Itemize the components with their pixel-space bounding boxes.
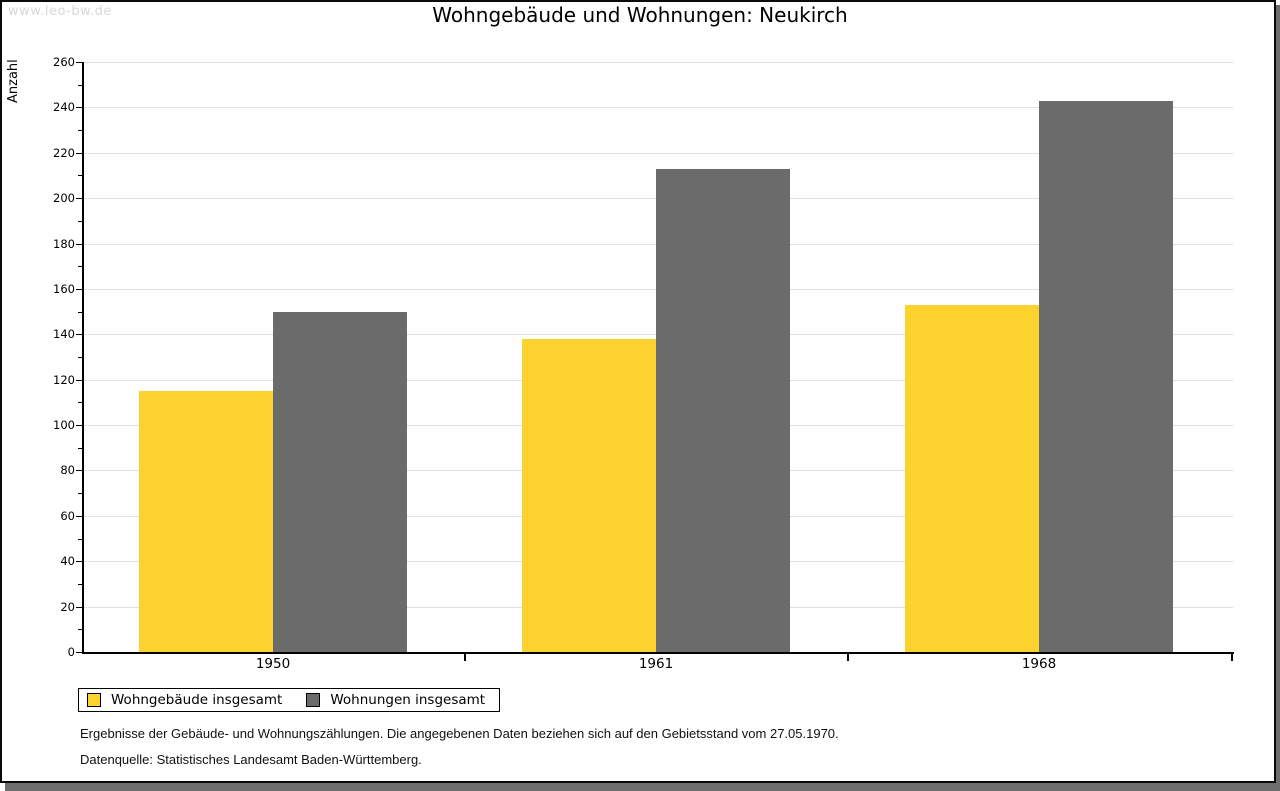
y-tick: [78, 539, 82, 540]
gridline: [83, 62, 1233, 63]
y-tick-label: 180: [53, 237, 75, 251]
y-tick: [78, 175, 82, 176]
bar-1968-series0: [905, 305, 1039, 652]
datasource-text: Datenquelle: Statistisches Landesamt Bad…: [80, 752, 422, 767]
y-tick-label: 120: [53, 373, 75, 387]
y-tick: [76, 516, 82, 517]
legend-label: Wohnungen insgesamt: [330, 692, 486, 708]
y-tick-label: 260: [53, 55, 75, 69]
y-tick: [78, 629, 82, 630]
y-tick: [76, 289, 82, 290]
legend-box: Wohngebäude insgesamt Wohnungen insgesamt: [78, 688, 501, 712]
y-tick: [76, 380, 82, 381]
bar-1968-series1: [1039, 101, 1173, 652]
legend-swatch-icon: [87, 693, 101, 707]
drop-shadow-right: [1276, 5, 1280, 784]
x-tick: [846, 654, 849, 661]
footnote-text: Ergebnisse der Gebäude- und Wohnungszähl…: [80, 726, 839, 741]
x-tick-label: 1950: [255, 656, 291, 672]
y-tick-label: 60: [60, 509, 75, 523]
y-tick: [76, 107, 82, 108]
x-tick: [463, 654, 466, 661]
legend-label: Wohngebäude insgesamt: [111, 692, 283, 708]
y-tick-label: 80: [60, 463, 75, 477]
y-tick-label: 40: [60, 554, 75, 568]
x-axis-line: [82, 652, 1234, 654]
y-tick-label: 160: [53, 282, 75, 296]
y-tick: [78, 312, 82, 313]
site-watermark: www.leo-bw.de: [8, 4, 112, 19]
y-tick: [78, 266, 82, 267]
y-tick-label: 240: [53, 100, 75, 114]
bar-1950-series0: [139, 391, 273, 652]
legend-swatch-icon: [306, 693, 321, 707]
y-tick: [76, 607, 82, 608]
y-tick: [76, 561, 82, 562]
y-tick-label: 140: [53, 327, 75, 341]
y-tick: [78, 493, 82, 494]
gridline: [83, 107, 1233, 108]
legend-items: Wohngebäude insgesamt Wohnungen insgesamt: [87, 693, 485, 707]
y-tick: [76, 153, 82, 154]
y-tick: [78, 221, 82, 222]
y-tick: [78, 357, 82, 358]
y-tick: [78, 130, 82, 131]
y-tick-label: 100: [53, 418, 75, 432]
y-tick: [76, 334, 82, 335]
y-axis-line: [82, 62, 84, 654]
y-tick: [78, 402, 82, 403]
y-tick: [76, 652, 82, 653]
y-tick-label: 200: [53, 191, 75, 205]
y-tick-label: 220: [53, 146, 75, 160]
y-tick-label: 0: [67, 645, 75, 659]
bar-1950-series1: [273, 312, 407, 652]
bar-1961-series0: [522, 339, 656, 652]
y-tick: [76, 244, 82, 245]
bar-1961-series1: [656, 169, 790, 652]
chart-title: Wohngebäude und Wohnungen: Neukirch: [432, 3, 848, 27]
x-tick: [1231, 654, 1233, 661]
y-tick: [76, 470, 82, 471]
y-tick: [76, 425, 82, 426]
y-tick: [78, 584, 82, 585]
legend-item: Wohnungen insgesamt: [306, 693, 485, 707]
drop-shadow-bottom: [5, 783, 1280, 791]
y-tick: [78, 85, 82, 86]
gridline: [83, 153, 1233, 154]
y-tick-label: 20: [60, 600, 75, 614]
y-tick: [76, 62, 82, 63]
y-axis-label: Anzahl: [6, 59, 21, 103]
x-tick-label: 1968: [1021, 656, 1057, 672]
y-tick: [76, 198, 82, 199]
y-tick: [78, 448, 82, 449]
legend-item: Wohngebäude insgesamt: [87, 693, 282, 707]
x-tick-label: 1961: [638, 656, 674, 672]
